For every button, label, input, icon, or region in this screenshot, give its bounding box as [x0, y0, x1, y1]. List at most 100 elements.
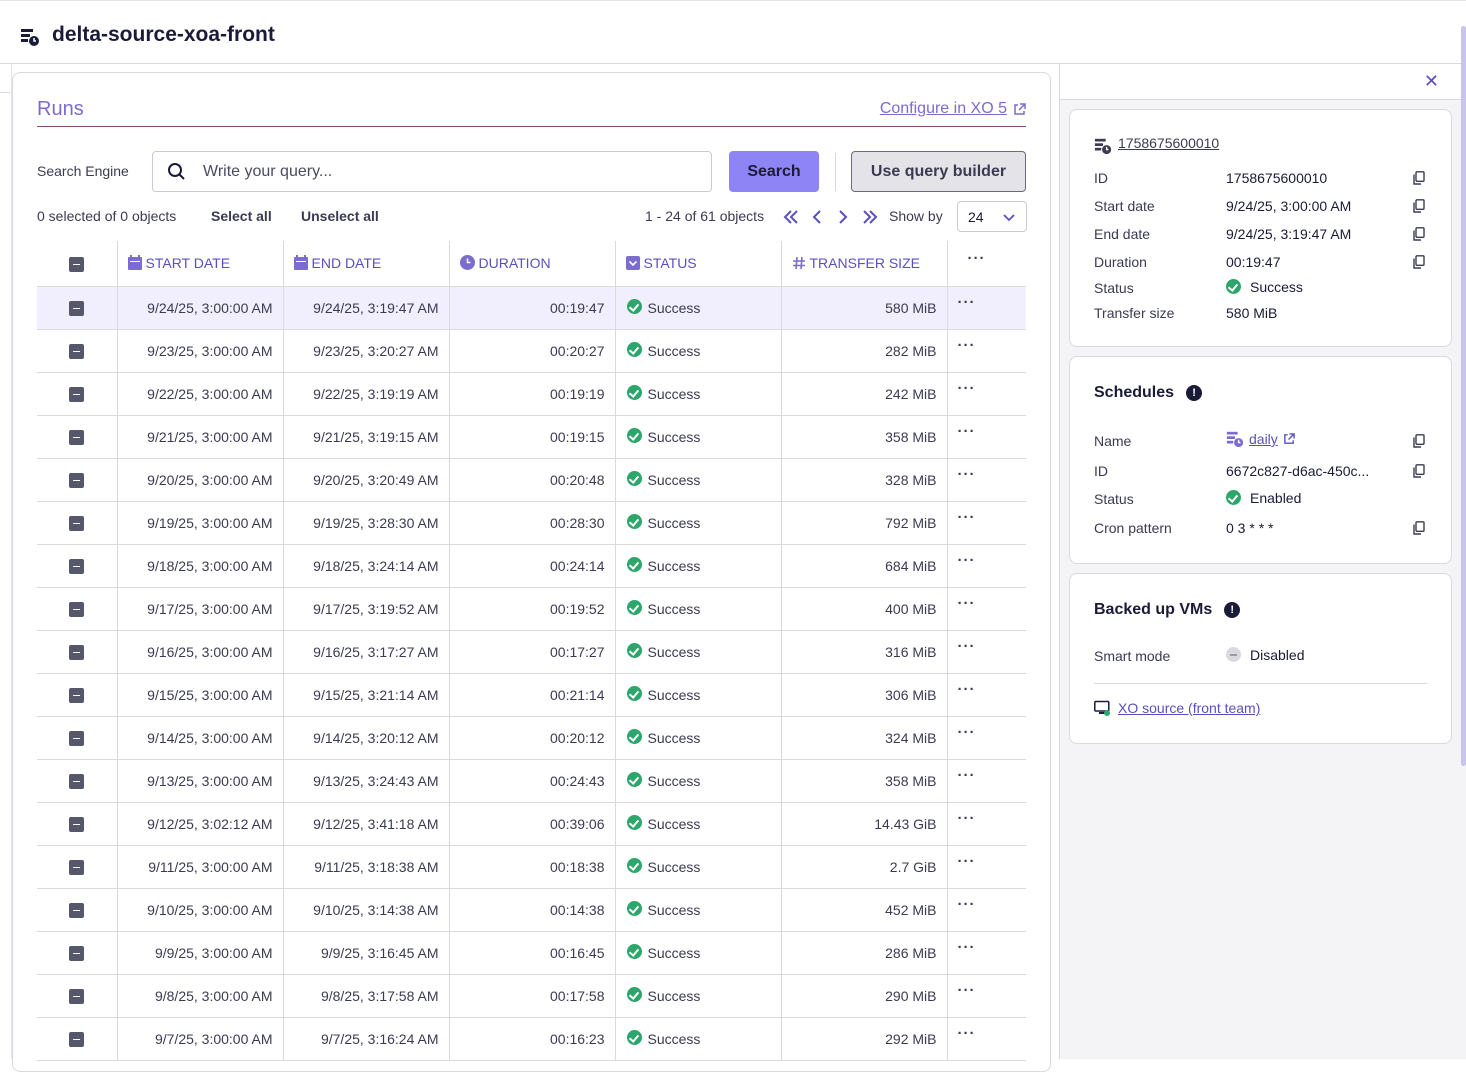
row-checkbox-cell[interactable] — [37, 673, 118, 717]
more-options-icon[interactable]: ··· — [957, 466, 976, 483]
row-actions-cell[interactable]: ··· — [947, 329, 1026, 373]
run-id-link[interactable]: 1758675600010 — [1118, 135, 1220, 151]
close-icon[interactable]: ✕ — [1423, 71, 1439, 91]
checkbox[interactable] — [69, 644, 85, 660]
row-actions-cell[interactable]: ··· — [947, 630, 1026, 674]
copy-icon[interactable] — [1413, 434, 1425, 448]
checkbox[interactable] — [69, 515, 85, 531]
schedule-name-value[interactable]: daily — [1226, 430, 1295, 448]
table-row[interactable]: 9/18/25, 3:00:00 AM 9/18/25, 3:24:14 AM 00… — [37, 544, 1026, 588]
search-button[interactable]: Search — [729, 151, 819, 192]
checkbox[interactable] — [69, 988, 85, 1004]
prev-page-icon[interactable] — [812, 210, 822, 224]
first-page-icon[interactable] — [783, 210, 799, 224]
row-actions-cell[interactable]: ··· — [947, 587, 1026, 631]
more-options-icon[interactable]: ··· — [957, 380, 976, 397]
row-checkbox-cell[interactable] — [37, 931, 118, 975]
copy-icon[interactable] — [1413, 255, 1425, 269]
configure-label[interactable]: Configure in XO 5 — [879, 100, 1007, 117]
checkbox[interactable] — [69, 859, 85, 875]
checkbox[interactable] — [69, 429, 85, 445]
external-link-icon[interactable] — [1283, 433, 1295, 445]
column-transfer-size[interactable]: TRANSFER SIZE — [781, 241, 948, 287]
copy-icon[interactable] — [1413, 171, 1425, 185]
checkbox[interactable] — [69, 902, 85, 918]
more-options-icon[interactable]: ··· — [957, 595, 976, 612]
checkbox[interactable] — [69, 300, 85, 316]
configure-link[interactable]: Configure in XO 5 — [880, 100, 1026, 118]
vm-link[interactable]: XO source (front team) — [1094, 700, 1260, 716]
row-checkbox-cell[interactable] — [37, 630, 118, 674]
next-page-icon[interactable] — [838, 210, 848, 224]
table-row[interactable]: 9/20/25, 3:00:00 AM 9/20/25, 3:20:49 AM 00… — [37, 458, 1026, 502]
table-row[interactable]: 9/24/25, 3:00:00 AM 9/24/25, 3:19:47 AM 00… — [37, 286, 1026, 330]
copy-icon[interactable] — [1413, 199, 1425, 213]
more-options-icon[interactable]: ··· — [957, 552, 976, 569]
copy-icon[interactable] — [1413, 521, 1425, 535]
info-icon[interactable]: ! — [1186, 385, 1203, 401]
select-all-button[interactable]: Select all — [211, 208, 272, 224]
table-row[interactable]: 9/22/25, 3:00:00 AM 9/22/25, 3:19:19 AM 00… — [37, 372, 1026, 416]
row-actions-cell[interactable]: ··· — [947, 1017, 1026, 1061]
row-actions-cell[interactable]: ··· — [947, 888, 1026, 932]
row-actions-cell[interactable]: ··· — [947, 372, 1026, 416]
checkbox[interactable] — [69, 558, 85, 574]
row-actions-cell[interactable]: ··· — [947, 458, 1026, 502]
column-duration[interactable]: DURATION — [449, 241, 616, 287]
row-checkbox-cell[interactable] — [37, 802, 118, 846]
checkbox[interactable] — [69, 386, 85, 402]
checkbox[interactable] — [69, 945, 85, 961]
copy-icon[interactable] — [1413, 227, 1425, 241]
search-input[interactable] — [203, 160, 683, 184]
row-actions-cell[interactable]: ··· — [947, 415, 1026, 459]
table-row[interactable]: 9/15/25, 3:00:00 AM 9/15/25, 3:21:14 AM 00… — [37, 673, 1026, 717]
column-actions[interactable]: ··· — [947, 241, 1026, 287]
table-row[interactable]: 9/23/25, 3:00:00 AM 9/23/25, 3:20:27 AM 00… — [37, 329, 1026, 373]
row-actions-cell[interactable]: ··· — [947, 974, 1026, 1018]
table-row[interactable]: 9/8/25, 3:00:00 AM 9/8/25, 3:17:58 AM 00:1… — [37, 974, 1026, 1018]
column-end-date[interactable]: END DATE — [283, 241, 450, 287]
more-options-icon[interactable]: ··· — [957, 294, 976, 311]
row-actions-cell[interactable]: ··· — [947, 501, 1026, 545]
table-row[interactable]: 9/14/25, 3:00:00 AM 9/14/25, 3:20:12 AM 00… — [37, 716, 1026, 760]
checkbox[interactable] — [69, 343, 85, 359]
schedule-link[interactable]: daily — [1249, 431, 1278, 447]
row-checkbox-cell[interactable] — [37, 458, 118, 502]
more-options-icon[interactable]: ··· — [957, 337, 976, 354]
row-checkbox-cell[interactable] — [37, 716, 118, 760]
more-options-icon[interactable]: ··· — [957, 810, 976, 827]
column-start-date[interactable]: START DATE — [117, 241, 284, 287]
table-row[interactable]: 9/13/25, 3:00:00 AM 9/13/25, 3:24:43 AM 00… — [37, 759, 1026, 803]
row-actions-cell[interactable]: ··· — [947, 802, 1026, 846]
table-row[interactable]: 9/19/25, 3:00:00 AM 9/19/25, 3:28:30 AM 00… — [37, 501, 1026, 545]
table-row[interactable]: 9/10/25, 3:00:00 AM 9/10/25, 3:14:38 AM 00… — [37, 888, 1026, 932]
unselect-all-button[interactable]: Unselect all — [301, 208, 379, 224]
row-checkbox-cell[interactable] — [37, 372, 118, 416]
row-checkbox-cell[interactable] — [37, 587, 118, 631]
checkbox[interactable] — [69, 687, 85, 703]
row-actions-cell[interactable]: ··· — [947, 673, 1026, 717]
checkbox[interactable] — [69, 816, 85, 832]
more-options-icon[interactable]: ··· — [957, 1025, 976, 1042]
row-checkbox-cell[interactable] — [37, 759, 118, 803]
checkbox[interactable] — [69, 472, 85, 488]
row-checkbox-cell[interactable] — [37, 415, 118, 459]
row-actions-cell[interactable]: ··· — [947, 759, 1026, 803]
table-row[interactable]: 9/11/25, 3:00:00 AM 9/11/25, 3:18:38 AM 00… — [37, 845, 1026, 889]
search-box[interactable] — [152, 151, 712, 192]
row-checkbox-cell[interactable] — [37, 1017, 118, 1061]
select-all-checkbox-cell[interactable] — [37, 241, 118, 287]
row-checkbox-cell[interactable] — [37, 845, 118, 889]
more-options-icon[interactable]: ··· — [957, 939, 976, 956]
row-checkbox-cell[interactable] — [37, 544, 118, 588]
checkbox[interactable] — [69, 256, 85, 272]
more-options-icon[interactable]: ··· — [957, 423, 976, 440]
more-options-icon[interactable]: ··· — [957, 681, 976, 698]
checkbox[interactable] — [69, 601, 85, 617]
info-icon[interactable]: ! — [1224, 602, 1241, 618]
row-checkbox-cell[interactable] — [37, 286, 118, 330]
more-options-icon[interactable]: ··· — [957, 853, 976, 870]
row-checkbox-cell[interactable] — [37, 974, 118, 1018]
more-options-icon[interactable]: ··· — [957, 724, 976, 741]
table-row[interactable]: 9/9/25, 3:00:00 AM 9/9/25, 3:16:45 AM 00:1… — [37, 931, 1026, 975]
